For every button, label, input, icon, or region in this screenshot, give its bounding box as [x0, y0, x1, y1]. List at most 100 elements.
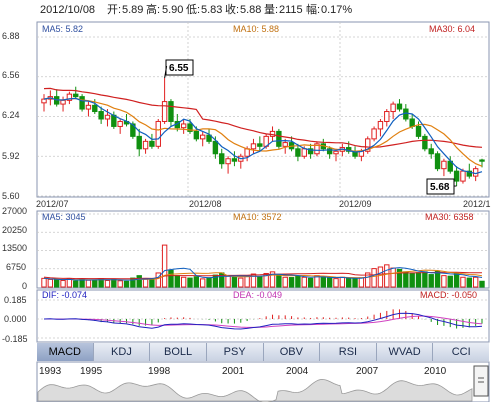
overview-year-3: 2001 — [222, 366, 245, 377]
price-ytick-0: 6.88 — [2, 31, 20, 41]
volume-bar — [403, 271, 409, 288]
overview-year-2: 1998 — [148, 366, 171, 377]
macd-macd-label: MACD: -0.050 — [420, 290, 477, 300]
candle-body — [142, 140, 149, 150]
macd-dea-line — [44, 315, 483, 328]
macd-ytick-1: 0.000 — [4, 314, 27, 324]
price-panel — [37, 22, 489, 197]
volume-bar — [428, 274, 434, 288]
volume-bar — [396, 268, 403, 288]
volume-bar — [257, 276, 263, 288]
price-ytick-3: 5.92 — [2, 151, 20, 161]
candle-body — [155, 120, 161, 147]
price-xtick-0: 2012/07 — [36, 199, 69, 209]
volume-bar — [345, 277, 352, 288]
tab-cci[interactable]: CCI — [433, 343, 489, 361]
volume-bar — [422, 271, 428, 288]
macd-dea-label: DEA: -0.049 — [233, 290, 282, 300]
header-high: 5.90 — [162, 4, 183, 16]
price-xtick-2: 2012/09 — [339, 199, 372, 209]
macd-dif-line — [43, 312, 483, 330]
volume-bar — [365, 272, 371, 288]
tab-boll[interactable]: BOLL — [150, 343, 207, 361]
candle-body — [434, 153, 441, 170]
tab-obv[interactable]: OBV — [263, 343, 321, 361]
overview-range-handle — [473, 365, 489, 397]
candle-body — [85, 104, 92, 110]
candle-body — [377, 120, 384, 130]
price-frame — [36, 21, 490, 198]
candle-body — [104, 114, 111, 120]
volume-bar — [47, 278, 54, 288]
volume-bar — [320, 277, 327, 288]
candle-body — [466, 170, 473, 177]
overview-panel — [37, 365, 489, 402]
tab-macd[interactable]: MACD — [37, 343, 94, 361]
candle-body — [231, 158, 238, 162]
candle-body — [136, 135, 142, 150]
volume-panel — [37, 213, 489, 288]
candle-body — [66, 93, 73, 101]
overview-year-0: 1993 — [39, 366, 62, 377]
header-close: 5.88 — [240, 4, 261, 16]
volume-ma10-label: MA10: 3572 — [233, 212, 282, 222]
volume-bar — [142, 278, 149, 288]
macd-panel — [37, 299, 489, 339]
volume-ma30-label: MA30: 6358 — [425, 212, 474, 222]
volume-ma5-line — [43, 267, 483, 281]
price-ytick-4: 5.60 — [2, 191, 20, 201]
volume-bar — [53, 279, 60, 288]
price-ma30-label: MA30: 6.04 — [429, 24, 475, 34]
volume-bar — [460, 276, 466, 288]
volume-bar — [180, 276, 187, 288]
volume-bar — [155, 272, 161, 288]
indicator-tabs: MACD KDJ BOLL PSY OBV RSI WVAD CCI — [37, 343, 489, 361]
volume-bar — [472, 276, 479, 288]
tab-kdj[interactable]: KDJ — [93, 343, 151, 361]
macd-ytick-0: 0.185 — [4, 295, 27, 305]
candle-body — [92, 104, 98, 113]
volume-bar — [244, 275, 250, 288]
candle-body — [225, 158, 231, 165]
candle-body — [206, 134, 212, 142]
overview-area — [37, 378, 473, 402]
volume-bar — [301, 276, 307, 288]
tab-psy[interactable]: PSY — [206, 343, 264, 361]
header-date: 2012/10/08 — [40, 4, 95, 16]
volume-bar — [85, 279, 92, 288]
volume-bar — [377, 266, 384, 288]
volume-bar — [73, 280, 79, 288]
ma30-line — [43, 87, 483, 148]
candle-body — [409, 118, 415, 127]
tab-wvad[interactable]: WVAD — [376, 343, 434, 361]
volume-ytick-1: 20250 — [2, 225, 27, 235]
candle-body — [117, 120, 123, 127]
price-ma10-label: MA10: 5.88 — [233, 24, 279, 34]
candle-body — [199, 134, 206, 140]
volume-bar — [276, 274, 282, 288]
candle-body — [460, 170, 466, 182]
volume-bar — [447, 275, 453, 288]
candle-body — [130, 123, 136, 137]
volume-bar — [434, 270, 441, 288]
volume-bar — [282, 276, 288, 288]
candle-body — [73, 93, 79, 98]
header-low: 5.83 — [201, 4, 222, 16]
price-xtick-1: 2012/08 — [189, 199, 222, 209]
volume-bar — [193, 276, 200, 288]
candle-body — [326, 148, 333, 155]
volume-bar — [136, 275, 142, 288]
volume-ytick-3: 6750 — [6, 262, 26, 272]
header-volume-label: 量: — [264, 3, 278, 16]
volume-bar — [295, 275, 301, 288]
candle-body — [472, 168, 479, 177]
volume-bar — [149, 279, 155, 288]
overview-year-6: 2010 — [424, 366, 447, 377]
ma5-line — [43, 97, 483, 175]
price-low-callout-text: 5.68 — [430, 182, 450, 193]
tab-rsi[interactable]: RSI — [320, 343, 377, 361]
price-ma5-label: MA5: 5.82 — [42, 24, 83, 34]
candle-body — [282, 142, 288, 147]
header-high-label: 高: — [146, 2, 160, 16]
volume-bar — [60, 280, 66, 288]
